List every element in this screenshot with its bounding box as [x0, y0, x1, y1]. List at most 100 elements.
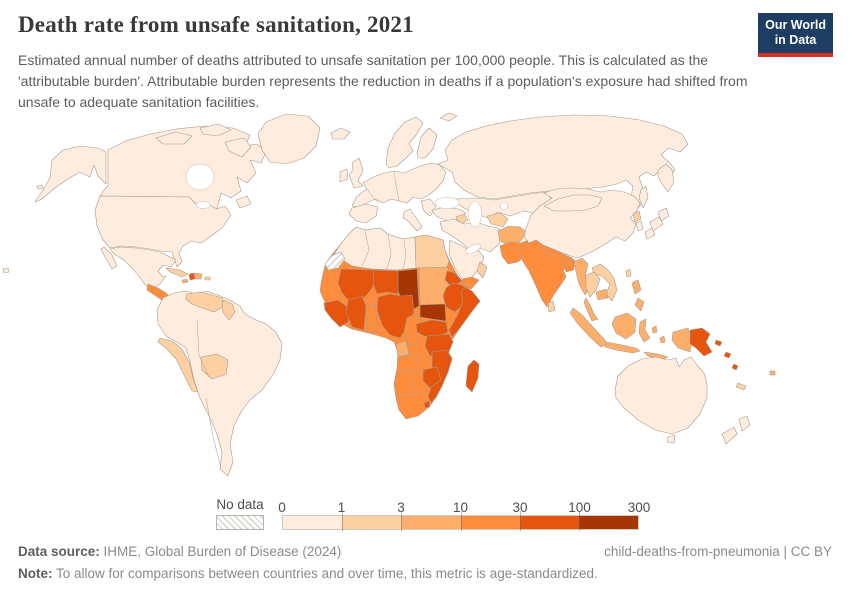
country-north-korea[interactable]	[632, 210, 642, 223]
country-japan-hokkaido[interactable]	[657, 207, 670, 222]
country-cuba[interactable]	[165, 267, 189, 278]
country-puerto-rico[interactable]	[204, 276, 211, 281]
country-thailand[interactable]	[585, 271, 601, 298]
country-uk[interactable]	[348, 157, 364, 189]
country-iberia[interactable]	[348, 203, 379, 224]
country-japan-kyushu[interactable]	[644, 227, 656, 240]
note: Note: To allow for comparisons between c…	[18, 566, 832, 581]
legend-scale: 0 1 3 10 30 100 300	[278, 498, 650, 531]
country-moluccas-2[interactable]	[659, 335, 666, 344]
country-balkans[interactable]	[420, 198, 437, 217]
country-aleutians[interactable]	[36, 184, 44, 190]
country-svalbard[interactable]	[439, 112, 458, 122]
country-kamchatka[interactable]	[657, 163, 675, 193]
country-papua-new-guinea[interactable]	[689, 327, 713, 357]
country-baffin[interactable]	[224, 137, 252, 158]
country-turkmenistan[interactable]	[486, 212, 509, 228]
country-cameroon[interactable]	[403, 313, 422, 347]
country-pacific-islands[interactable]	[2, 267, 10, 274]
country-western-sahara[interactable]	[324, 251, 346, 271]
legend-color-bar	[282, 511, 639, 531]
country-usa[interactable]	[94, 195, 232, 268]
country-gabon[interactable]	[395, 340, 410, 358]
legend-segment[interactable]	[283, 516, 343, 529]
legend-segment[interactable]	[519, 516, 579, 529]
country-guinea-region[interactable]	[323, 299, 353, 328]
country-russia[interactable]	[437, 114, 689, 209]
country-europe[interactable]	[351, 162, 447, 208]
country-zimbabwe[interactable]	[422, 366, 442, 389]
country-iceland[interactable]	[330, 127, 351, 140]
country-afghanistan[interactable]	[497, 225, 527, 247]
legend-segment[interactable]	[578, 516, 639, 529]
country-lesotho[interactable]	[423, 400, 431, 409]
country-moluccas[interactable]	[651, 325, 658, 334]
attribution[interactable]: child-deaths-from-pneumonia | CC BY	[604, 544, 832, 559]
great-lakes	[195, 201, 211, 209]
country-new-caledonia[interactable]	[735, 382, 747, 391]
data-source-label: Data source:	[18, 544, 100, 559]
country-laos-vietnam[interactable]	[591, 263, 618, 302]
country-sulawesi[interactable]	[638, 318, 651, 343]
country-bangladesh[interactable]	[562, 257, 575, 273]
country-solomon-islands[interactable]	[714, 339, 723, 347]
country-lesser-sunda[interactable]	[643, 351, 669, 361]
country-finland[interactable]	[416, 127, 438, 159]
country-italy[interactable]	[402, 208, 423, 232]
country-fiji[interactable]	[769, 370, 776, 376]
country-jamaica[interactable]	[181, 278, 189, 284]
country-north-africa[interactable]	[332, 226, 417, 271]
country-egypt[interactable]	[414, 234, 450, 269]
country-dominican-republic[interactable]	[194, 272, 203, 280]
country-ireland[interactable]	[339, 168, 349, 183]
country-nz-south[interactable]	[721, 426, 738, 445]
country-taiwan[interactable]	[625, 268, 632, 278]
country-sakhalin[interactable]	[638, 185, 649, 209]
country-arctic-islands[interactable]	[155, 131, 193, 145]
country-mexico[interactable]	[109, 246, 177, 291]
country-australia[interactable]	[614, 356, 708, 435]
country-madagascar[interactable]	[465, 359, 480, 393]
country-arctic-islands-2[interactable]	[199, 123, 232, 137]
country-cote-divoire-burkina[interactable]	[345, 295, 367, 331]
country-venezuela[interactable]	[185, 291, 225, 313]
country-scandinavia[interactable]	[385, 116, 424, 169]
country-solomon-islands-2[interactable]	[723, 351, 732, 359]
country-peru[interactable]	[157, 337, 199, 393]
country-haiti[interactable]	[188, 272, 196, 281]
country-baja[interactable]	[100, 246, 118, 270]
country-niger[interactable]	[372, 269, 399, 295]
country-sumatra[interactable]	[569, 307, 609, 348]
legend-segment[interactable]	[460, 516, 520, 529]
country-philippines-mindanao[interactable]	[634, 297, 645, 312]
owid-logo[interactable]: Our World in Data	[758, 13, 833, 57]
country-west-papua[interactable]	[671, 327, 693, 353]
country-alaska[interactable]	[34, 145, 107, 203]
country-south-sudan[interactable]	[419, 303, 447, 322]
country-cambodia[interactable]	[595, 288, 609, 301]
country-mongolia[interactable]	[543, 194, 603, 212]
country-south-korea[interactable]	[635, 220, 644, 232]
no-data-swatch[interactable]	[216, 515, 264, 530]
country-borneo[interactable]	[611, 312, 637, 340]
country-newfoundland[interactable]	[235, 195, 252, 209]
country-sri-lanka[interactable]	[547, 300, 556, 313]
country-greenland[interactable]	[257, 113, 321, 165]
country-vanuatu[interactable]	[731, 363, 739, 371]
country-somalia[interactable]	[448, 286, 481, 338]
country-nz-north[interactable]	[738, 415, 751, 432]
country-oman[interactable]	[476, 261, 488, 279]
legend-segment[interactable]	[401, 516, 461, 529]
country-bolivia[interactable]	[200, 353, 229, 380]
country-java[interactable]	[604, 341, 641, 354]
country-malaysia[interactable]	[583, 297, 599, 322]
legend-segment[interactable]	[342, 516, 402, 529]
country-tasmania[interactable]	[666, 434, 676, 444]
country-philippines-luzon[interactable]	[631, 279, 642, 295]
country-guyana[interactable]	[221, 299, 236, 321]
country-ghana[interactable]	[365, 303, 379, 334]
country-south-america[interactable]	[156, 290, 283, 477]
legend-tick-label: 10	[452, 500, 469, 515]
country-iran-iraq[interactable]	[439, 218, 504, 253]
data-source-text: IHME, Global Burden of Disease (2024)	[99, 544, 342, 559]
